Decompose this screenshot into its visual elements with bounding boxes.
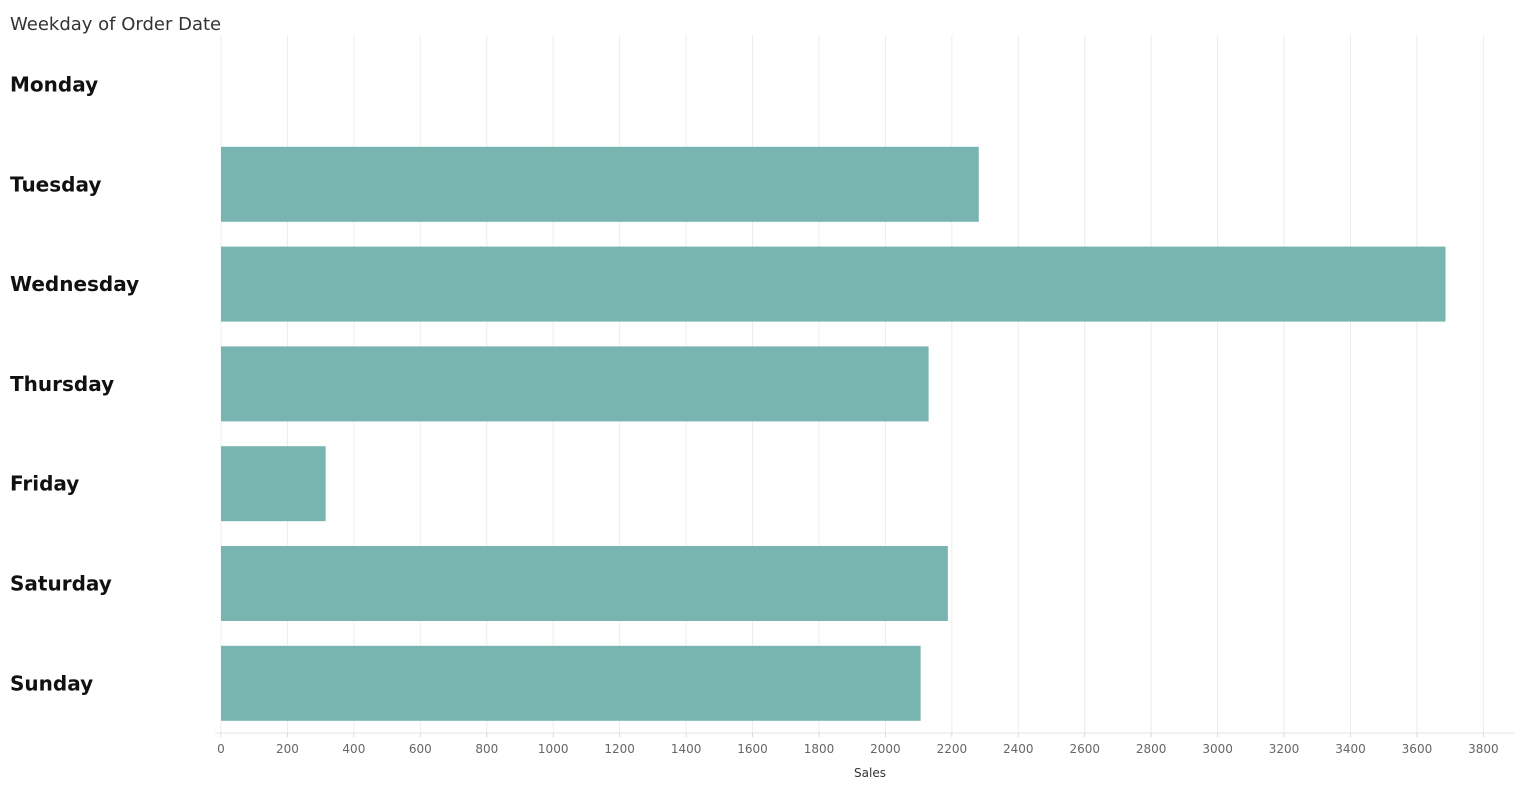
x-axis-ticks: 0 200 400 600 800 1000 1200 1400 1600 1800 2000 220…	[215, 732, 1515, 756]
x-tick-label-3800: 3800	[1468, 742, 1499, 756]
category-label-monday: Monday	[10, 73, 98, 97]
category-label-tuesday: Tuesday	[10, 172, 101, 196]
x-axis-title: Sales	[854, 766, 886, 780]
category-label-thursday: Thursday	[10, 372, 114, 396]
x-tick-label-400: 400	[342, 742, 365, 756]
category-label-saturday: Saturday	[10, 572, 112, 596]
x-tick-label-800: 800	[475, 742, 498, 756]
bars	[221, 146, 1446, 721]
x-tick-label-2200: 2200	[937, 742, 968, 756]
x-tick-label-1600: 1600	[737, 742, 768, 756]
bar-sunday[interactable]	[221, 645, 921, 721]
row-header-title: Weekday of Order Date	[10, 14, 221, 35]
bar-wednesday[interactable]	[221, 246, 1446, 322]
x-tick-label-600: 600	[409, 742, 432, 756]
bar-thursday[interactable]	[221, 346, 929, 422]
bar-tuesday[interactable]	[221, 146, 979, 222]
bar-saturday[interactable]	[221, 546, 948, 621]
x-tick-label-1200: 1200	[604, 742, 635, 756]
x-tick-label-0: 0	[217, 742, 225, 756]
category-labels: Monday Tuesday Wednesday Thursday Friday Satu…	[10, 73, 139, 696]
category-label-friday: Friday	[10, 472, 79, 496]
x-tick-label-1400: 1400	[671, 742, 702, 756]
x-tick-label-3600: 3600	[1402, 742, 1433, 756]
x-tick-label-200: 200	[276, 742, 299, 756]
x-tick-label-2400: 2400	[1003, 742, 1034, 756]
category-label-wednesday: Wednesday	[10, 272, 139, 296]
x-tick-label-3200: 3200	[1269, 742, 1300, 756]
bar-friday[interactable]	[221, 446, 326, 522]
x-tick-label-1000: 1000	[538, 742, 569, 756]
x-tick-label-2600: 2600	[1069, 742, 1100, 756]
category-label-sunday: Sunday	[10, 671, 93, 695]
x-tick-label-1800: 1800	[804, 742, 835, 756]
x-tick-label-2800: 2800	[1136, 742, 1167, 756]
x-tick-label-3400: 3400	[1335, 742, 1366, 756]
x-tick-label-2000: 2000	[870, 742, 901, 756]
x-tick-label-3000: 3000	[1202, 742, 1233, 756]
